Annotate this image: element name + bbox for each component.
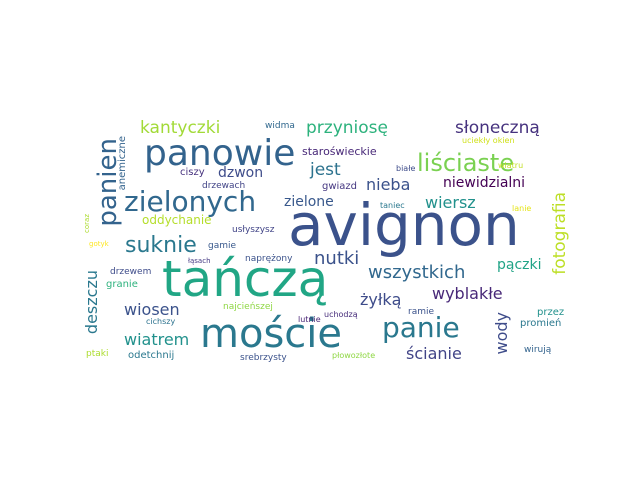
word-uchodza: uchodzą	[324, 310, 358, 319]
word-plowozlote: płowozłote	[332, 351, 376, 360]
word-taniec: taniec	[380, 201, 405, 210]
word-drzewach: drzewach	[202, 181, 246, 191]
word-tanczą: tańczą	[162, 250, 329, 308]
word-nutki: nutki	[314, 248, 360, 269]
word-moscie: mоście	[200, 311, 342, 357]
word-nieba: nieba	[366, 175, 411, 194]
word-jest: jest	[310, 160, 341, 180]
word-ciszy: ciszy	[180, 167, 205, 178]
word-wody: wody	[492, 312, 511, 355]
word-wiatru: wiatru	[498, 161, 524, 170]
word-granie: granie	[106, 279, 138, 290]
word-panowie: panowie	[144, 133, 296, 174]
word-zielonych: zielonych	[124, 185, 257, 218]
word-staroswieckie: staroświeckie	[302, 145, 377, 158]
word-srebrzysty: srebrzysty	[240, 353, 287, 363]
word-zielone: zielone	[284, 194, 334, 210]
word-anemiczne: anemiczne	[117, 136, 128, 191]
word-uciekly-okien: uciekły okien	[462, 136, 515, 145]
word-lisciaste: liściaste	[417, 149, 515, 177]
word-przyniose: przyniosę	[306, 120, 388, 138]
word-lanie: lanie	[512, 204, 532, 213]
word-odetchnij: odetchnij	[128, 350, 175, 361]
word-promien: promień	[520, 318, 562, 329]
word-widma: widma	[265, 121, 295, 131]
word-scianie: ścianie	[406, 344, 462, 363]
word-drzewem: drzewem	[110, 267, 152, 277]
word-wszystkich: wszystkich	[368, 262, 466, 283]
word-deszczu: deszczu	[82, 270, 101, 335]
word-gotyk: gotyk	[89, 240, 109, 248]
word-wiatrem: wiatrem	[124, 330, 190, 349]
word-dzwon: dzwon	[218, 165, 264, 181]
word-naprezony: naprężony	[245, 254, 293, 264]
word-ramie: ramie	[408, 307, 435, 317]
word-sloneczna: słoneczną	[455, 120, 540, 138]
word-ptaki: ptaki	[86, 349, 109, 359]
word-cichszy: cichszy	[146, 317, 176, 326]
word-uslyszysz: usłyszysz	[232, 225, 275, 235]
word-paczki: pączki	[497, 257, 542, 273]
word-kantyczki: kantyczki	[140, 120, 221, 138]
word-wyblakle: wyblakłe	[432, 284, 503, 303]
word-cloud: avignon tańczą mоście panowie zielonych …	[80, 120, 576, 370]
word-fotografia: fotografia	[550, 192, 570, 275]
word-coraz: coraz	[83, 214, 91, 233]
word-panie: panie	[382, 311, 460, 344]
word-suknie: suknie	[125, 233, 197, 258]
word-oddychanie: oddychanie	[142, 213, 212, 227]
word-lutnie: lutnie	[298, 315, 321, 324]
word-niewidzialni: niewidzialni	[443, 175, 526, 191]
word-wiruja: wirują	[524, 345, 552, 355]
word-biale: białe	[396, 164, 416, 173]
word-gwiazd: gwiazd	[322, 181, 358, 192]
word-najcienszej: najcieńszej	[223, 302, 273, 312]
word-wiosen: wiosen	[124, 300, 180, 319]
word-avignon: avignon	[288, 191, 520, 259]
word-wiersz: wiersz	[425, 193, 476, 212]
word-lasach: łąsach	[188, 257, 211, 265]
word-zylka: żyłką	[360, 290, 402, 309]
word-gamie: gamie	[208, 241, 237, 251]
word-przez: przez	[537, 307, 565, 318]
